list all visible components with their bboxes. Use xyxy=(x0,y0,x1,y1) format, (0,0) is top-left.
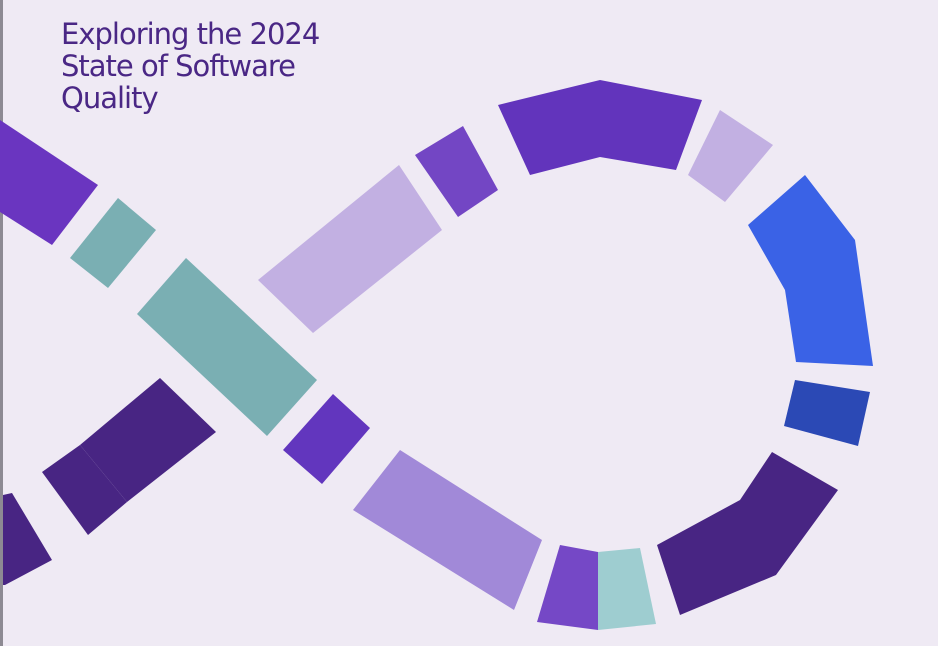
segment xyxy=(537,545,598,630)
segment xyxy=(70,198,156,288)
segment xyxy=(80,378,216,502)
segment xyxy=(258,165,442,333)
title-line: State of Software xyxy=(61,49,296,83)
segment xyxy=(657,452,838,615)
title: Exploring the 2024 State of Software Qua… xyxy=(61,17,320,115)
segment xyxy=(598,548,656,630)
segment xyxy=(283,394,370,484)
left-edge xyxy=(0,0,3,646)
segment xyxy=(137,258,317,436)
segment xyxy=(784,380,870,446)
segment xyxy=(0,120,98,245)
segment xyxy=(3,493,52,585)
title-line: Quality xyxy=(61,81,159,115)
segment xyxy=(42,445,127,535)
segment xyxy=(415,126,498,217)
segment xyxy=(498,80,702,175)
segment xyxy=(748,175,873,366)
segment xyxy=(353,450,542,610)
segment xyxy=(688,110,773,202)
title-line: Exploring the 2024 xyxy=(61,17,320,51)
